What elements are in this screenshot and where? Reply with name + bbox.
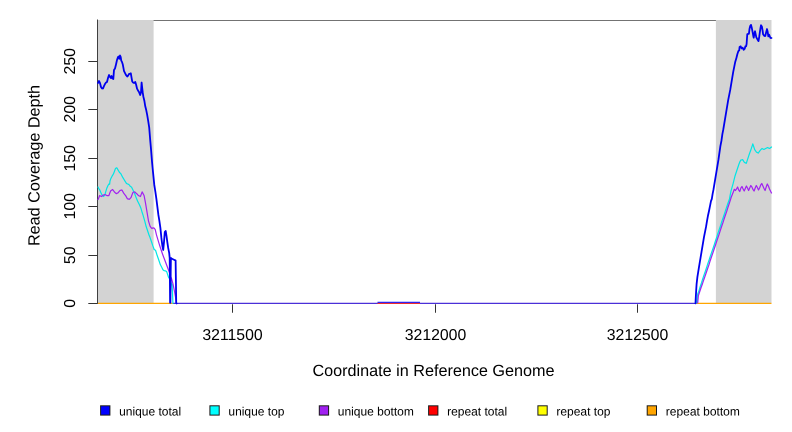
svg-text:unique top: unique top xyxy=(228,404,284,418)
svg-text:repeat total: repeat total xyxy=(447,404,507,418)
svg-text:3211500: 3211500 xyxy=(202,327,263,344)
svg-text:3212500: 3212500 xyxy=(607,327,669,344)
svg-text:200: 200 xyxy=(62,96,79,123)
svg-text:0: 0 xyxy=(62,299,79,308)
svg-text:100: 100 xyxy=(62,193,79,220)
svg-text:Read Coverage Depth: Read Coverage Depth xyxy=(26,85,44,246)
svg-text:repeat top: repeat top xyxy=(556,404,610,418)
svg-text:150: 150 xyxy=(62,145,79,172)
svg-text:250: 250 xyxy=(62,48,79,75)
svg-text:50: 50 xyxy=(62,246,79,264)
svg-text:repeat bottom: repeat bottom xyxy=(666,404,740,418)
svg-text:unique total: unique total xyxy=(119,404,181,418)
svg-text:unique bottom: unique bottom xyxy=(338,404,414,418)
svg-text:3212000: 3212000 xyxy=(405,327,467,344)
svg-text:Coordinate in Reference Genome: Coordinate in Reference Genome xyxy=(312,362,554,380)
